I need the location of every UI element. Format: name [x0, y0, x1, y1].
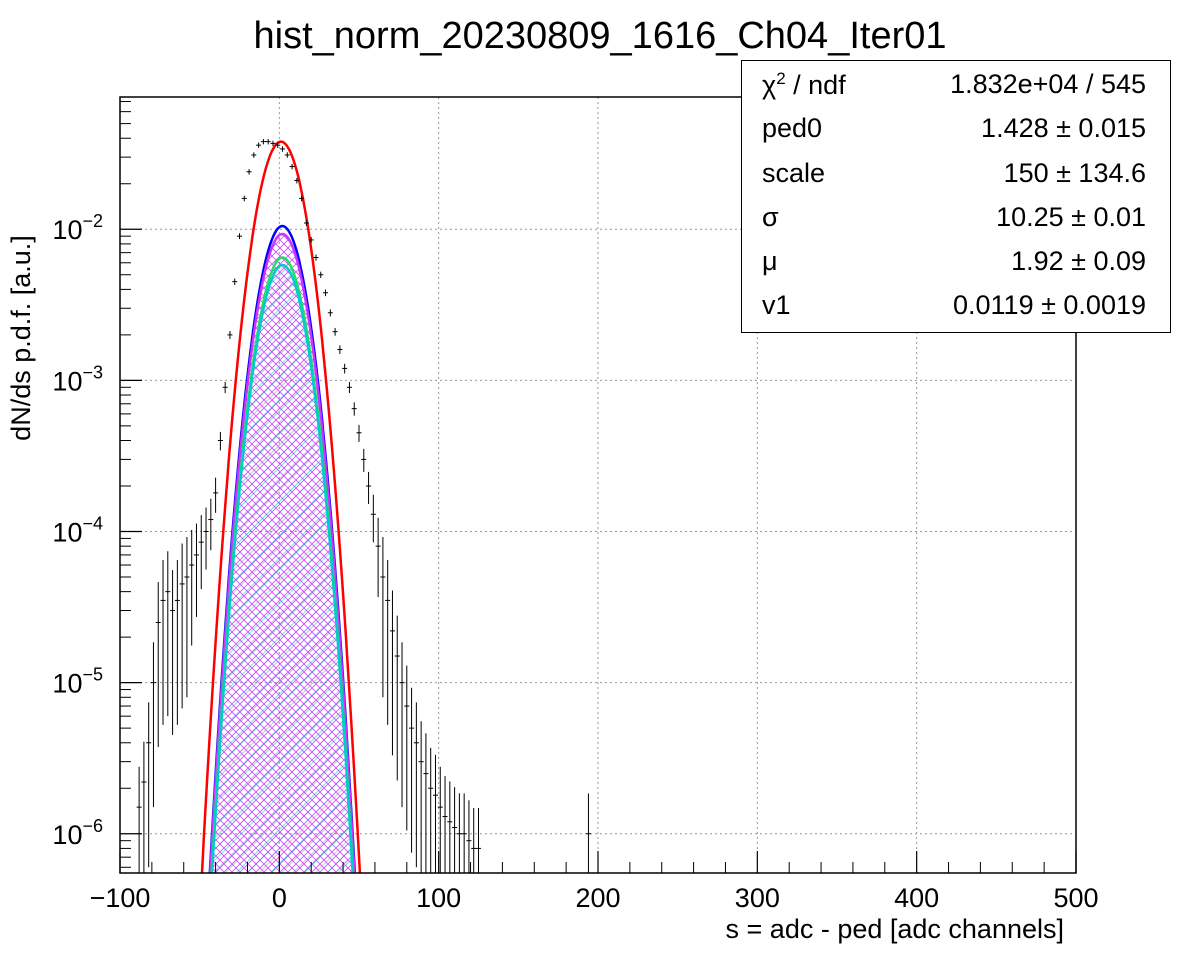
y-tick-label: 10−6: [52, 816, 103, 850]
chart-title: hist_norm_20230809_1616_Ch04_Iter01: [254, 15, 947, 57]
y-tick-label: 10−2: [52, 211, 103, 245]
fit-curve: [200, 140, 362, 873]
x-axis-label: s = adc - ped [adc channels]: [726, 914, 1064, 944]
x-tick-label: 0: [272, 883, 287, 913]
axes: −100 0 100 200 300 400 500 10−6 10−5 10−4 10−3 10−2: [52, 101, 1099, 913]
stats-value: 1.92 ± 0.09: [1011, 246, 1146, 276]
stats-value: 150 ± 134.6: [1003, 158, 1146, 188]
x-tick-label: 500: [1053, 883, 1098, 913]
stats-row-mu: μ 1.92 ± 0.09: [742, 246, 1170, 290]
stats-row-sigma: σ 10.25 ± 0.01: [742, 202, 1170, 246]
fit-curve: [209, 232, 356, 873]
stats-row-v1: v1 0.0119 ± 0.0019: [742, 290, 1170, 334]
fit-curve: [210, 256, 355, 873]
y-tick-label: 10−5: [52, 665, 103, 699]
stats-row-chi2: χ2 / ndf 1.832e+04 / 545: [742, 69, 1170, 113]
stats-row-ped0: ped0 1.428 ± 0.015: [742, 113, 1170, 157]
stats-name: σ: [762, 202, 779, 232]
stats-value: 1.832e+04 / 545: [950, 69, 1146, 99]
fit-curve: [210, 263, 354, 873]
curves: [200, 140, 362, 873]
stats-name: ped0: [762, 113, 823, 143]
x-tick-label: 200: [575, 883, 620, 913]
stats-name: χ2 / ndf: [762, 69, 846, 100]
y-axis-label: dN/ds p.d.f. [a.u.]: [6, 235, 36, 441]
stats-value: 1.428 ± 0.015: [981, 113, 1146, 143]
stats-value: 0.0119 ± 0.0019: [953, 290, 1146, 320]
stats-row-scale: scale 150 ± 134.6: [742, 158, 1170, 202]
x-tick-label: 300: [735, 883, 780, 913]
stats-name: μ: [762, 246, 778, 276]
data-points: [136, 138, 591, 873]
x-tick-label: 400: [894, 883, 939, 913]
stats-name: v1: [762, 290, 791, 320]
y-tick-label: 10−4: [52, 514, 103, 548]
y-tick-label: 10−3: [52, 362, 103, 396]
stats-name: scale: [762, 158, 826, 188]
x-tick-label: 100: [416, 883, 461, 913]
fit-stats-box: χ2 / ndf 1.832e+04 / 545 ped0 1.428 ± 0.…: [741, 60, 1171, 333]
x-tick-label: −100: [90, 883, 151, 913]
stats-value: 10.25 ± 0.01: [996, 202, 1146, 232]
